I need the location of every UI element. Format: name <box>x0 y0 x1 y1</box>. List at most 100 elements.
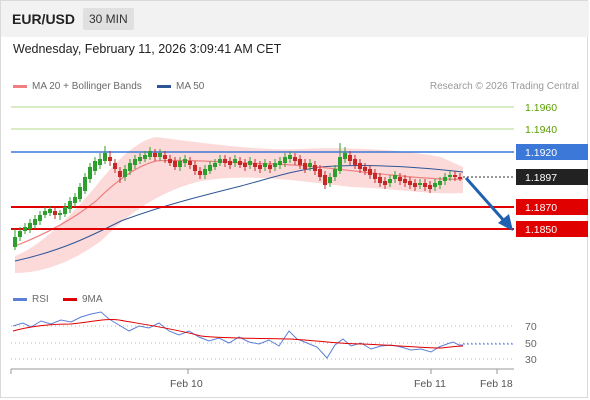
candle-body <box>78 187 82 199</box>
candle-body <box>23 227 27 231</box>
level-label-1.1870: 1.1870 <box>525 202 557 214</box>
candle-body <box>98 159 102 165</box>
candle-body <box>213 163 217 167</box>
candle-body <box>33 219 37 225</box>
candle-body <box>308 163 312 167</box>
candle-body <box>63 207 67 214</box>
candle-body <box>453 175 457 177</box>
level-label-1.1850: 1.1850 <box>525 224 557 236</box>
candle-body <box>188 161 192 165</box>
candle-body <box>388 179 392 183</box>
candle-body <box>158 153 162 157</box>
candle-body <box>143 155 147 159</box>
level-label-1.1940: 1.1940 <box>525 124 557 136</box>
candle-body <box>458 177 462 179</box>
ma50-line <box>14 165 464 262</box>
candle-body <box>53 211 57 215</box>
candle-body <box>443 177 447 181</box>
candle-body <box>373 173 377 179</box>
chart-datetime: Wednesday, February 11, 2026 3:09:41 AM … <box>13 42 282 56</box>
legend-9ma: 9MA <box>63 294 103 305</box>
candle-body <box>113 163 117 169</box>
candle-body <box>193 165 197 171</box>
candle-body <box>343 153 347 159</box>
candle-body <box>403 179 407 183</box>
candle-body <box>238 161 242 165</box>
candle-body <box>368 169 372 175</box>
candle-body <box>243 163 247 167</box>
candle-body <box>173 161 177 167</box>
candle-body <box>123 169 127 177</box>
candle-body <box>103 153 107 161</box>
level-label-1.1897: 1.1897 <box>525 172 557 184</box>
candle-body <box>418 183 422 185</box>
candle-body <box>363 167 367 171</box>
level-label-1.1920: 1.1920 <box>525 147 557 159</box>
candle-body <box>423 183 427 187</box>
candle-body <box>223 159 227 163</box>
level-label-1.1960: 1.1960 <box>525 102 557 114</box>
candle-body <box>438 181 442 185</box>
candle-body <box>83 177 87 191</box>
forecast-arrowhead-icon <box>498 214 513 231</box>
research-credit: Research © 2026 Trading Central <box>429 81 579 92</box>
rsi-swatch-icon <box>13 297 27 301</box>
legend-ma20-label: MA 20 + Bollinger Bands <box>32 81 142 92</box>
candle-body <box>433 183 437 187</box>
level-tag-1.1850 <box>516 221 588 237</box>
candle-body <box>293 157 297 161</box>
candle-body <box>378 177 382 183</box>
candle-body <box>28 223 32 229</box>
x-label-feb18: Feb 18 <box>480 378 513 390</box>
rsi-tick-30: 30 <box>525 354 537 366</box>
candle-body <box>298 159 302 165</box>
candle-body <box>153 153 157 157</box>
bollinger-band <box>15 137 463 273</box>
candlesticks <box>13 143 462 250</box>
candle-body <box>428 185 432 189</box>
candle-body <box>163 155 167 159</box>
candle-body <box>168 159 172 163</box>
timeframe-button[interactable]: 30 MIN <box>83 8 134 30</box>
candle-body <box>198 171 202 175</box>
candle-body <box>93 161 97 171</box>
candle-body <box>448 175 452 177</box>
legend-ma50: MA 50 <box>157 81 204 92</box>
candle-body <box>228 161 232 165</box>
candle-body <box>283 157 287 163</box>
candle-body <box>248 161 252 165</box>
candle-body <box>178 161 182 167</box>
candle-body <box>208 165 212 171</box>
candle-body <box>38 215 42 221</box>
candle-body <box>58 213 62 215</box>
candle-body <box>138 157 142 161</box>
candle-body <box>268 165 272 169</box>
candle-body <box>88 167 92 179</box>
ma9-swatch-icon <box>63 297 77 301</box>
candle-body <box>108 157 112 161</box>
candle-body <box>203 169 207 175</box>
candle-body <box>323 175 327 185</box>
candle-body <box>313 165 317 171</box>
rsi-line <box>12 311 463 359</box>
candle-body <box>258 165 262 169</box>
candle-body <box>408 181 412 185</box>
candle-body <box>333 169 337 177</box>
chart-header: EUR/USD 30 MIN <box>1 1 589 37</box>
candle-body <box>338 157 342 171</box>
forecast-arrow <box>464 177 508 224</box>
legend-rsi: RSI <box>13 294 49 305</box>
candle-body <box>13 237 17 247</box>
candle-body <box>348 155 352 161</box>
candle-body <box>353 159 357 165</box>
legend-9ma-label: 9MA <box>82 294 103 305</box>
candle-body <box>383 181 387 185</box>
candle-body <box>328 177 332 183</box>
level-tag-1.1897 <box>516 169 588 185</box>
candle-body <box>288 155 292 159</box>
level-tag-1.1920 <box>516 144 588 160</box>
candle-body <box>303 163 307 169</box>
symbol-label: EUR/USD <box>12 11 76 27</box>
